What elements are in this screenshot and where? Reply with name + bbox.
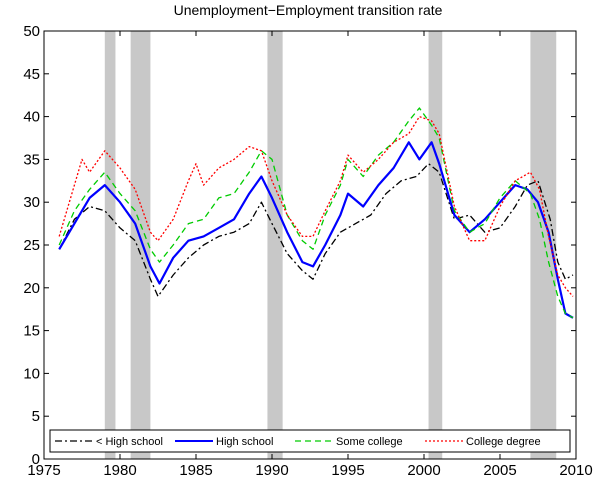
recession-shading-group	[104, 31, 557, 459]
x-tick-label: 2005	[483, 462, 516, 479]
recession-band-4	[428, 31, 443, 459]
y-tick-label: 20	[23, 280, 40, 297]
series-line-college-degree	[58, 115, 574, 297]
x-tick-label: 1995	[331, 462, 364, 479]
y-tick-label: 10	[23, 365, 40, 382]
y-tick-label: 40	[23, 109, 40, 126]
y-tick-label: 45	[23, 66, 40, 83]
x-tick-label: 2000	[407, 462, 440, 479]
series-line-some-college	[58, 107, 574, 319]
tick-group: 1975 1980 1985 1990 1995 2000 2005 2010 0 5 10 15 20…	[23, 23, 592, 479]
recession-band-2	[130, 31, 151, 459]
x-tick-label: 1985	[179, 462, 212, 479]
y-tick-label: 30	[23, 194, 40, 211]
series-line-high-school	[58, 163, 574, 298]
y-tick-label: 50	[23, 23, 40, 40]
y-tick-label: 25	[23, 237, 40, 254]
chart-title: Unemployment−Employment transition rate	[174, 2, 443, 18]
legend-label-college-degree: College degree	[466, 436, 541, 448]
plot-frame	[43, 30, 577, 460]
series-group	[58, 107, 574, 319]
x-tick-label: 1975	[27, 462, 60, 479]
x-tick-label: 2010	[559, 462, 592, 479]
recession-band-3	[267, 31, 283, 459]
legend-label-high-school: High school	[216, 436, 273, 448]
legend-label-high-school: < High school	[96, 436, 163, 448]
recession-band-5	[530, 31, 557, 459]
y-tick-label: 35	[23, 151, 40, 168]
y-tick-label: 15	[23, 323, 40, 340]
x-tick-label: 1980	[103, 462, 136, 479]
y-tick-label: 0	[32, 451, 40, 468]
recession-band-1	[104, 31, 116, 459]
legend-label-some-college: Some college	[336, 436, 403, 448]
legend: < High school High school Some college Coll…	[49, 429, 571, 453]
y-tick-label: 5	[32, 408, 40, 425]
series-line-high-school	[58, 141, 574, 319]
x-tick-label: 1990	[255, 462, 288, 479]
